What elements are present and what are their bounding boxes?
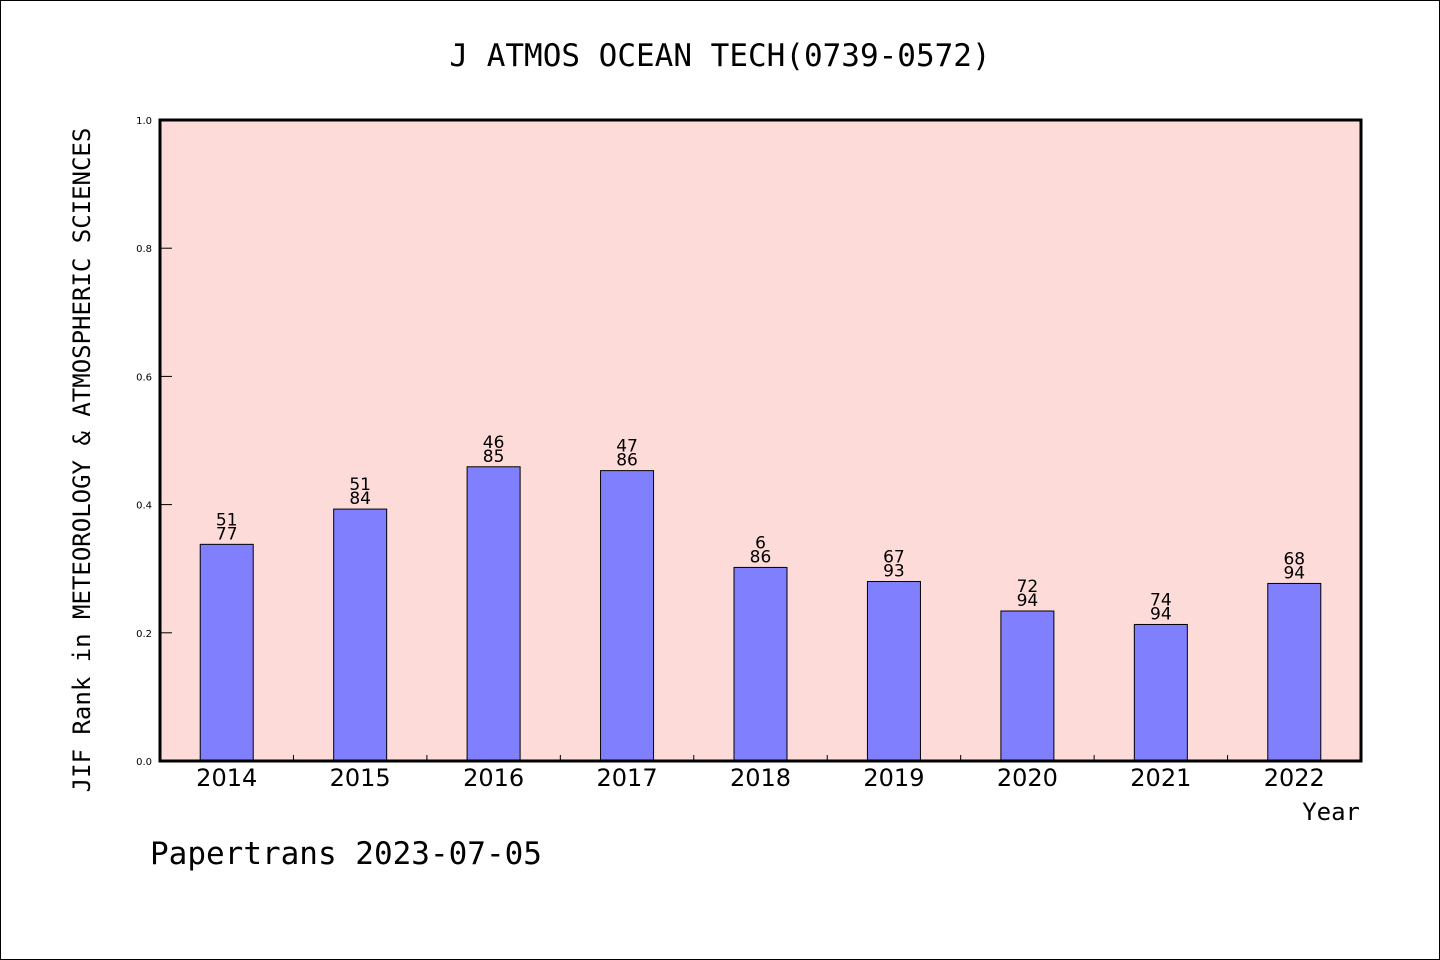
bars-group <box>199 466 1322 762</box>
x-tick-label: 2018 <box>730 764 791 792</box>
bar-total-label: 77 <box>216 524 238 544</box>
bar-rank-label: 74 <box>1150 590 1172 610</box>
bar-rank-label: 47 <box>616 437 638 457</box>
bar-2018 <box>733 566 788 762</box>
bar-rank-label: 72 <box>1017 577 1039 597</box>
y-tick-label: 0.2 <box>136 629 152 640</box>
bar-total-label: 93 <box>883 562 905 582</box>
x-axis-ticks: 2014 2015 2016 2017 2018 2019 2020 2021 2022 <box>196 764 1325 792</box>
y-tick-label: 1.0 <box>136 116 152 127</box>
x-tick-label: 2022 <box>1264 764 1325 792</box>
bar-2019 <box>866 581 921 762</box>
bar-2016 <box>466 466 521 762</box>
bar-total-label: 85 <box>483 447 505 467</box>
y-tick-label: 0.0 <box>136 757 152 768</box>
bar-2017 <box>600 470 655 762</box>
footer-credit: Papertrans 2023-07-05 <box>150 836 542 872</box>
x-tick-label: 2016 <box>463 764 524 792</box>
bar-rank-label: 6 <box>755 533 766 553</box>
plot-border <box>158 118 1363 763</box>
y-axis-label: JIF Rank in METEOROLOGY & ATMOSPHERIC SC… <box>68 128 96 793</box>
y-axis-ticks: 0.0 0.2 0.4 0.6 0.8 1.0 <box>136 116 1229 768</box>
bar-total-label: 86 <box>750 547 772 567</box>
chart-title: J ATMOS OCEAN TECH(0739-0572) <box>449 38 990 74</box>
x-tick-label: 2017 <box>597 764 658 792</box>
bar-rank-label: 51 <box>349 475 371 495</box>
bar-total-label: 94 <box>1150 604 1172 624</box>
bar-rank-label: 51 <box>216 510 238 530</box>
x-tick-label: 2021 <box>1130 764 1191 792</box>
x-tick-label: 2014 <box>196 764 257 792</box>
bar-total-label: 94 <box>1017 591 1039 611</box>
bar-rank-label: 68 <box>1283 549 1305 569</box>
bar-rank-label: 67 <box>883 548 905 568</box>
bar-2021 <box>1133 623 1188 762</box>
bar-2014 <box>199 543 254 762</box>
bar-2022 <box>1267 582 1322 762</box>
y-tick-label: 0.8 <box>136 244 152 255</box>
y-tick-label: 0.4 <box>136 501 152 512</box>
bar-total-label: 86 <box>616 451 638 471</box>
y-tick-label: 0.6 <box>136 372 152 383</box>
bar-rank-label: 46 <box>483 433 505 453</box>
x-axis-label: Year <box>1302 798 1360 826</box>
bar-2020 <box>1000 610 1055 762</box>
bar-total-label: 84 <box>349 489 371 509</box>
x-tick-label: 2015 <box>330 764 391 792</box>
bar-2015 <box>333 508 388 762</box>
x-tick-label: 2019 <box>863 764 924 792</box>
bar-total-label: 94 <box>1283 563 1305 583</box>
x-tick-label: 2020 <box>997 764 1058 792</box>
